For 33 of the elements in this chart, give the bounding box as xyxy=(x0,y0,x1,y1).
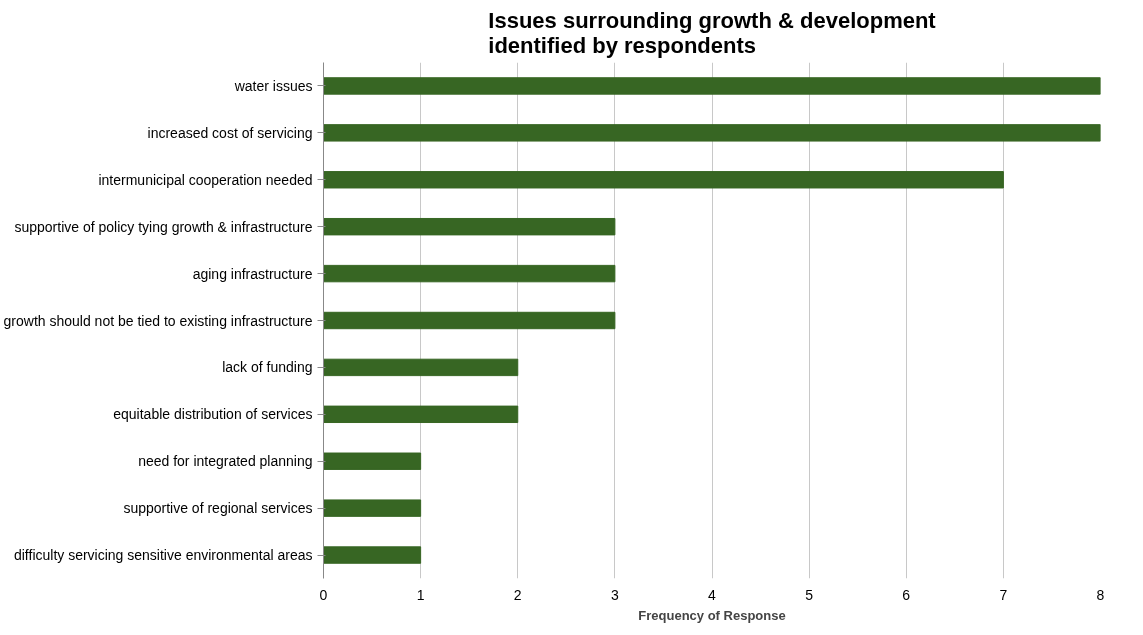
x-axis-title: Frequency of Response xyxy=(638,607,786,623)
bar xyxy=(323,358,519,377)
x-tick-label: 7 xyxy=(999,586,1008,603)
y-tick-label: difficulty servicing sensitive environmental areas xyxy=(13,547,313,564)
y-tick-label: water issues xyxy=(233,77,313,94)
chart-title: Issues surrounding growth & development identified by respondents xyxy=(488,7,937,58)
bar xyxy=(323,217,616,236)
bar xyxy=(323,499,422,517)
y-tick-label: growth should not be tied to existing infrastructure xyxy=(3,312,313,329)
x-tick-label: 1 xyxy=(416,586,425,603)
y-tick-label: intermunicipal cooperation needed xyxy=(98,171,313,188)
bar xyxy=(323,264,616,283)
y-tick-label: equitable distribution of services xyxy=(113,406,313,423)
x-tick-label: 3 xyxy=(610,586,619,603)
x-tick-label: 4 xyxy=(708,586,717,603)
bar xyxy=(323,171,1004,189)
y-tick-label: supportive of regional services xyxy=(123,500,313,517)
y-tick-label: increased cost of servicing xyxy=(147,124,313,141)
y-tick-label: lack of funding xyxy=(222,359,313,376)
y-tick-label: aging infrastructure xyxy=(192,265,313,282)
y-tick-label: need for integrated planning xyxy=(138,453,313,470)
bar xyxy=(323,546,422,564)
y-tick-label: supportive of policy tying growth & infrastructure xyxy=(14,218,313,235)
x-tick-label: 0 xyxy=(319,586,328,603)
x-tick-label: 6 xyxy=(902,586,911,603)
bar xyxy=(323,124,1101,142)
bar xyxy=(323,311,616,330)
x-tick-label: 8 xyxy=(1096,586,1105,603)
x-tick-label: 2 xyxy=(513,586,522,603)
x-tick-label: 5 xyxy=(805,586,814,603)
bar xyxy=(323,405,519,424)
bar xyxy=(323,77,1101,95)
bar xyxy=(323,452,422,470)
